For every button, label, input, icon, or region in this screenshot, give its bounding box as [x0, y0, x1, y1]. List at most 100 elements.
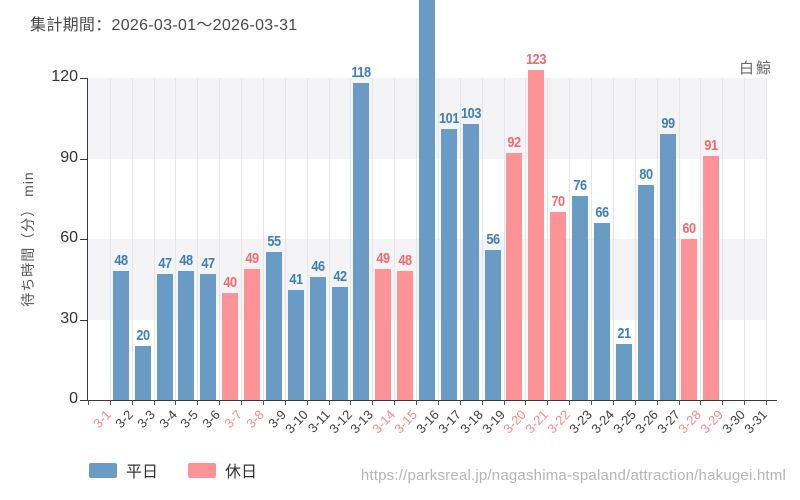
x-tick-mark [744, 400, 745, 405]
bar [550, 212, 567, 400]
x-tick-mark [722, 400, 723, 405]
x-tick-label: 3-31 [741, 407, 771, 437]
legend-item-weekday[interactable]: 平日 [89, 458, 158, 482]
y-tick-label: 30 [60, 310, 78, 327]
gridline [635, 78, 636, 400]
gridline [285, 78, 286, 400]
x-tick-mark [372, 400, 373, 405]
gridline [460, 78, 461, 400]
x-tick-mark [657, 400, 658, 405]
bar [112, 271, 129, 400]
bar-value-label: 47 [157, 254, 172, 272]
gridline [591, 78, 592, 400]
y-tick-label: 90 [60, 149, 78, 166]
x-axis-labels: 3-1 3-2 3-3 3-4 3-5 3-6 3-7 3-8 3-9 3-10 3-11 3-12 3… [88, 405, 770, 450]
bar [506, 153, 523, 400]
bar [681, 239, 698, 400]
bar [156, 273, 173, 400]
bar-value-label: 70 [551, 193, 566, 211]
bar [484, 249, 501, 400]
x-tick-label: 3-5 [177, 407, 202, 431]
x-tick-mark [547, 400, 548, 405]
gridline [722, 78, 723, 400]
bar-value-label: 92 [507, 134, 522, 152]
gridline [569, 78, 570, 400]
gridline [132, 78, 133, 400]
x-tick-mark [197, 400, 198, 405]
x-tick-mark [679, 400, 680, 405]
x-tick-label: 3-11 [304, 407, 333, 436]
bar-value-label: 55 [267, 233, 281, 251]
x-tick-mark [154, 400, 155, 405]
x-tick-mark [504, 400, 505, 405]
bar [462, 123, 479, 400]
x-tick-mark [613, 400, 614, 405]
y-tick-mark [80, 78, 87, 79]
bar-value-label: 48 [398, 252, 412, 270]
legend-label-holiday: 休日 [225, 464, 258, 481]
bar [309, 276, 326, 400]
gridline [700, 78, 701, 400]
y-axis-line [87, 78, 88, 400]
gridline [307, 78, 308, 400]
x-tick-mark [241, 400, 242, 405]
gridline [394, 78, 395, 400]
legend-item-holiday[interactable]: 休日 [188, 458, 257, 482]
x-tick-mark [482, 400, 483, 405]
bar-value-label: 21 [617, 324, 631, 342]
bar [331, 287, 348, 400]
legend-swatch-weekday [89, 462, 117, 478]
gridline [175, 78, 176, 400]
bar-value-label: 20 [136, 327, 150, 345]
x-tick-mark [591, 400, 592, 405]
bar [353, 83, 370, 400]
watermark-url: https://parksreal.jp/nagashima-spaland/a… [360, 467, 786, 484]
bar [440, 128, 457, 400]
x-tick-label: 3-7 [221, 407, 246, 431]
gridline [744, 78, 745, 400]
y-tick-mark [80, 320, 87, 321]
page-title: 集計期間：2026-03-01～2026-03-31 [30, 17, 298, 34]
x-tick-mark [700, 400, 701, 405]
bar-value-label: 48 [179, 252, 194, 270]
legend: 平日 休日 [89, 458, 257, 482]
bar-value-label: 41 [289, 270, 303, 288]
bar-chart-plot: 48 20 47 48 47 40 49 55 41 46 42 118 49 48 101 103 56 92 1… [88, 0, 767, 400]
bar-value-label: 56 [485, 230, 500, 248]
x-tick-mark [438, 400, 439, 405]
bar [222, 292, 239, 400]
bar [134, 346, 151, 400]
legend-label-weekday: 平日 [126, 464, 159, 481]
x-tick-mark [460, 400, 461, 405]
bar [572, 196, 589, 400]
bar-value-label: 80 [639, 166, 653, 184]
bar [244, 268, 261, 400]
bar-value-label: 47 [201, 254, 216, 272]
x-tick-label: 3-1 [90, 407, 114, 431]
gridline [372, 78, 373, 400]
bar [637, 185, 654, 400]
x-tick-mark [175, 400, 176, 405]
gridline [263, 78, 264, 400]
x-tick-label: 3-6 [199, 407, 224, 431]
gridline [154, 78, 155, 400]
gridline [547, 78, 548, 400]
x-tick-mark [307, 400, 308, 405]
gridline [766, 78, 767, 400]
gridline [241, 78, 242, 400]
gridline [504, 78, 505, 400]
bar [659, 134, 676, 400]
bar-value-label: 60 [682, 220, 697, 237]
x-tick-mark [263, 400, 264, 405]
x-tick-mark [350, 400, 351, 405]
y-tick-mark [80, 159, 87, 160]
x-tick-mark [88, 400, 89, 405]
attraction-name-label: 白鯨 [738, 60, 773, 77]
bar-value-label: 99 [660, 115, 675, 133]
bar-value-label: 123 [526, 50, 547, 68]
bar [703, 155, 720, 400]
gridline [657, 78, 658, 400]
bar [397, 271, 414, 400]
bar [200, 273, 217, 400]
